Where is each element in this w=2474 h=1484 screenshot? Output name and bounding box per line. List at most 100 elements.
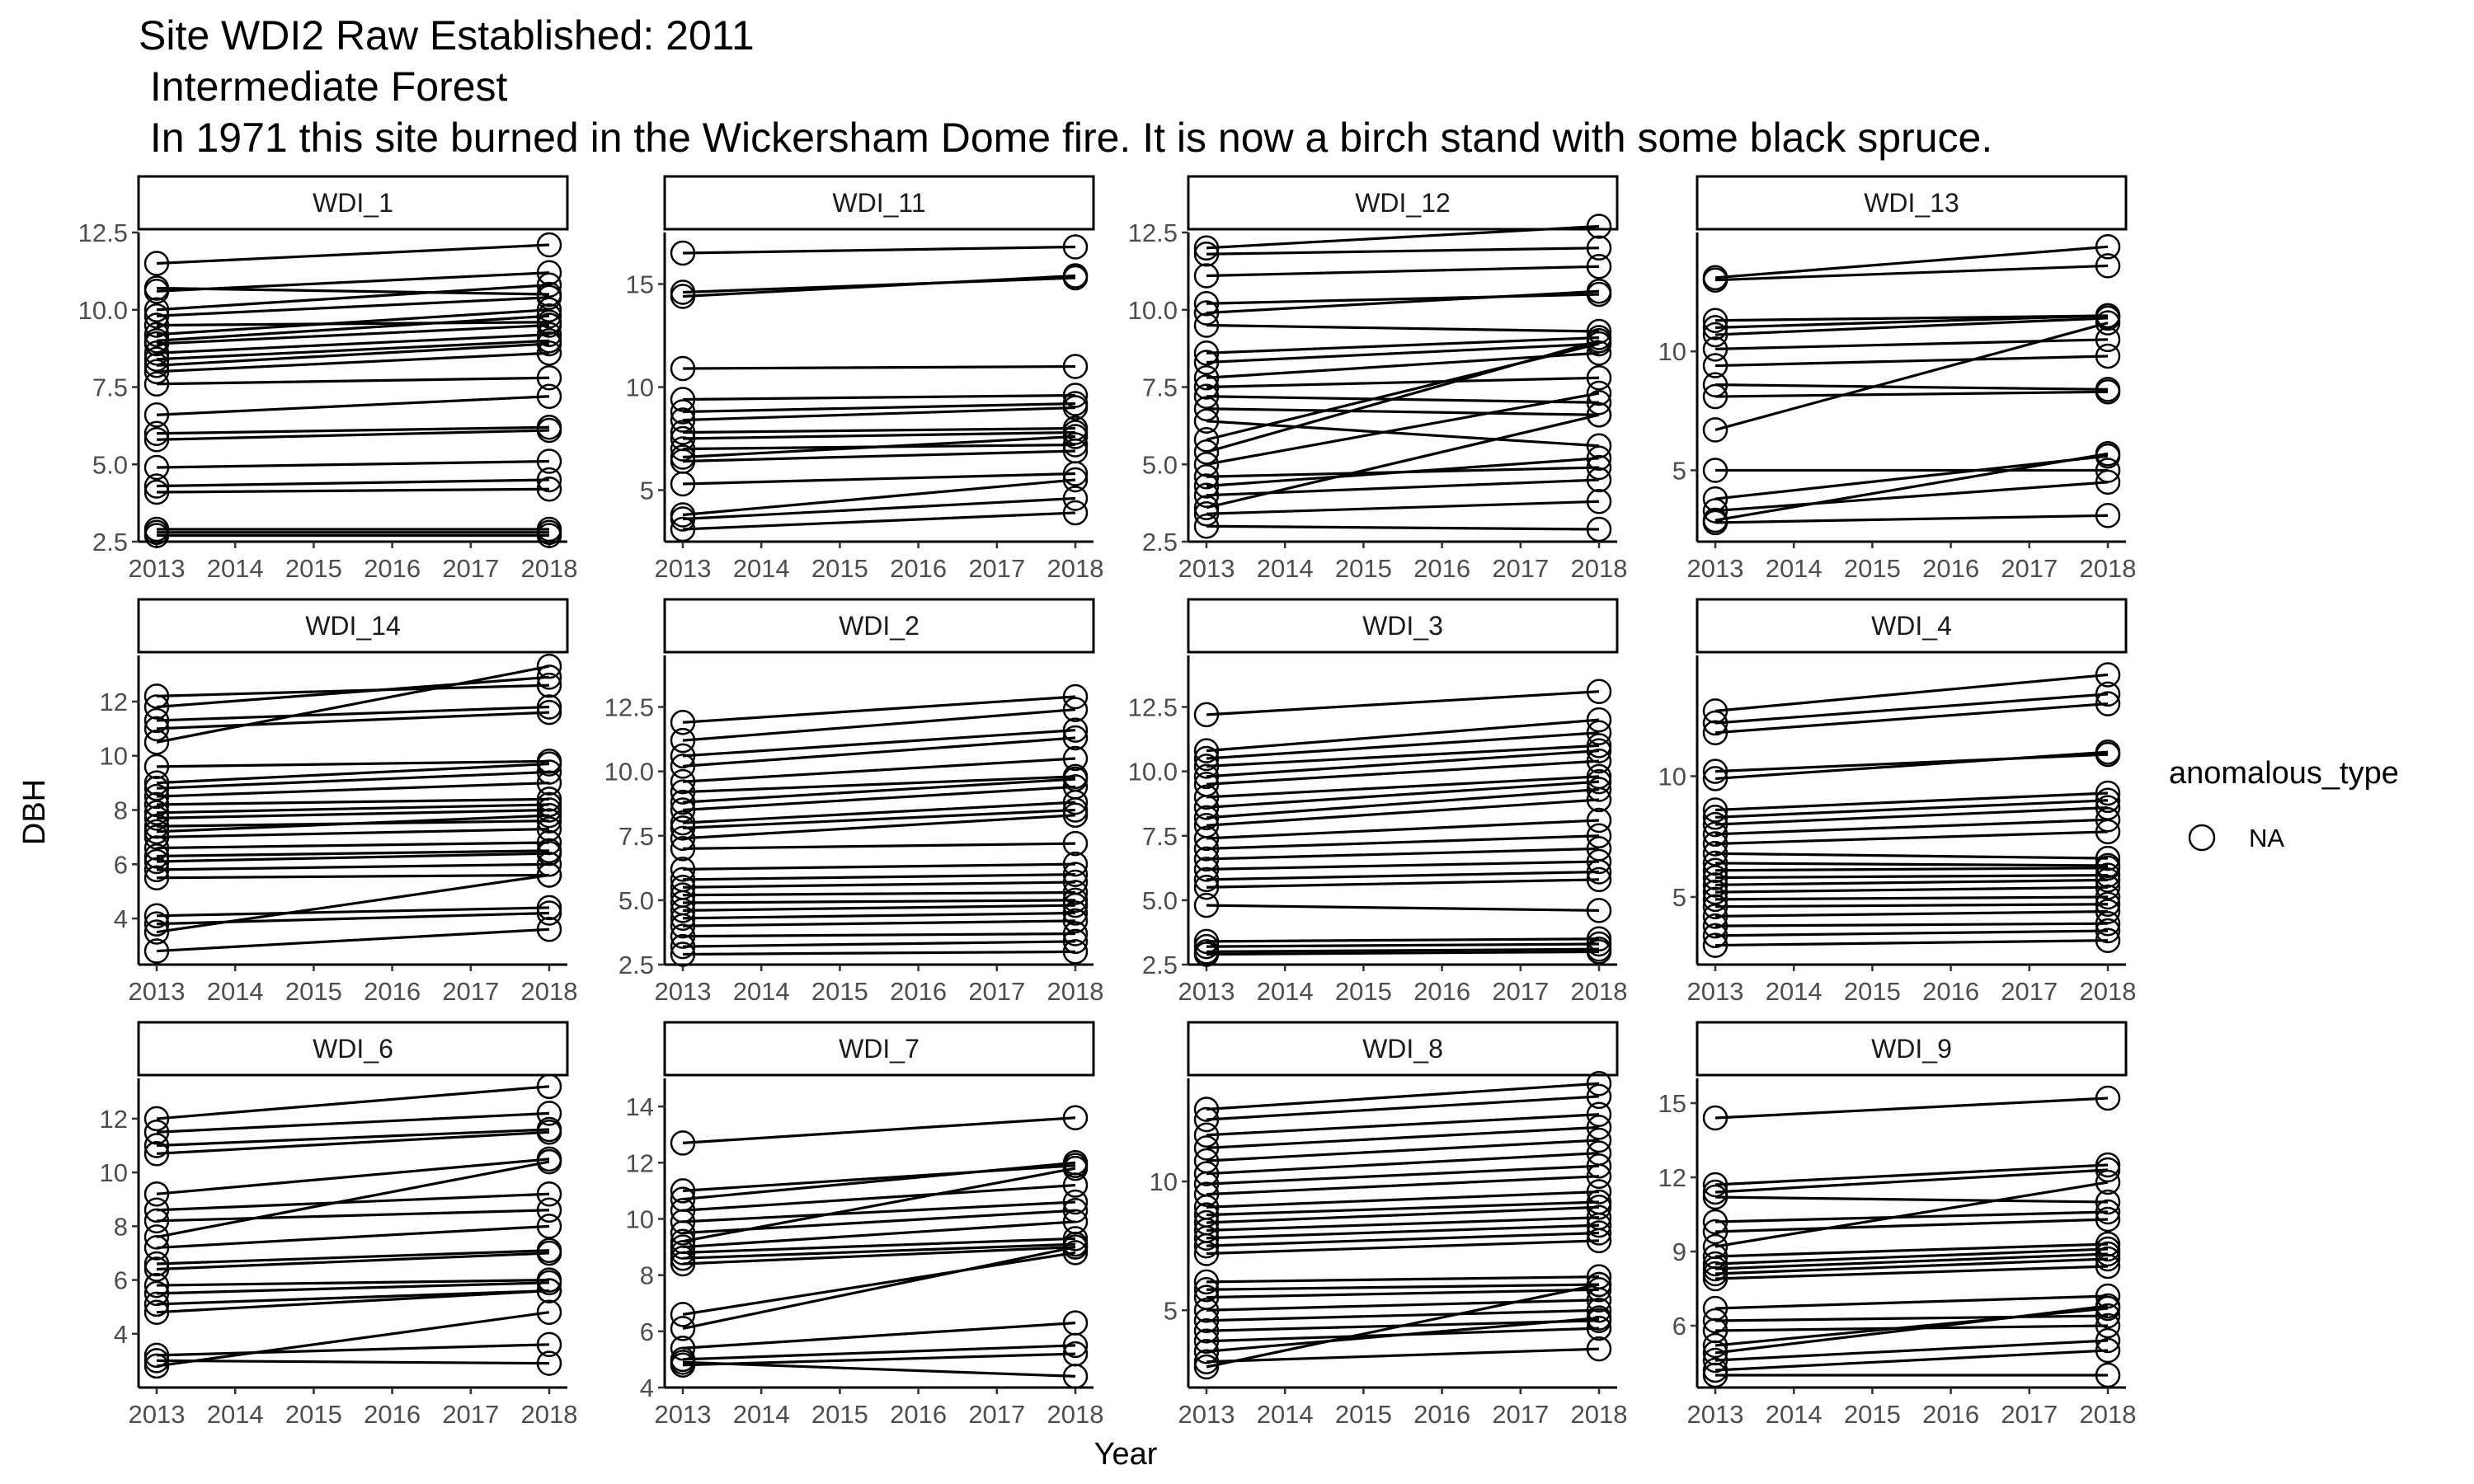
tree-point-2013 (670, 905, 696, 931)
tree-point-2018 (2095, 1293, 2121, 1319)
tree-point-2013 (1193, 875, 1220, 900)
tree-series-line (1714, 903, 2109, 909)
x-tick-label: 2016 (890, 1400, 947, 1429)
tree-point-2018 (2095, 806, 2121, 833)
tree-point-2013 (143, 783, 170, 810)
tree-point-2018 (536, 1240, 562, 1266)
tree-series-line (682, 1116, 1076, 1145)
tree-point-2018 (1586, 768, 1612, 795)
x-tick-label: 2017 (1492, 554, 1549, 583)
y-tick-label: 4 (114, 904, 128, 933)
tree-point-2018 (1062, 1155, 1089, 1181)
tree-series-line (156, 296, 550, 317)
tree-point-2013 (1702, 811, 1729, 838)
tree-point-2013 (1702, 865, 1729, 890)
tree-point-2018 (1062, 862, 1089, 887)
tree-series-line (156, 1085, 550, 1120)
tree-point-2013 (670, 743, 696, 769)
x-tick-label: 2018 (1047, 554, 1104, 583)
y-tick-label: 2.5 (92, 528, 128, 556)
strip-box (1187, 1021, 1619, 1077)
tree-point-2018 (536, 417, 562, 444)
tree-point-2018 (2095, 1283, 2121, 1309)
y-tick-label: 10 (100, 742, 128, 771)
tree-series-line (682, 472, 1076, 486)
tree-point-2013 (1193, 1277, 1220, 1303)
tree-series-line (156, 1130, 550, 1155)
tree-point-2013 (670, 1251, 696, 1277)
y-tick-label: 5.0 (92, 450, 128, 479)
tree-point-2013 (143, 770, 170, 796)
tree-point-2013 (143, 1197, 170, 1223)
tree-series-line (156, 759, 550, 768)
tree-point-2013 (670, 355, 696, 382)
tree-point-2013 (143, 1235, 170, 1261)
tree-series-line (682, 393, 1076, 402)
tree-series-line (156, 1289, 550, 1306)
tree-point-2018 (1062, 797, 1089, 823)
tree-series-line (156, 429, 550, 441)
facet-panel-wdi-1: WDI_1 2.5 5.0 7.5 10.0 12.5 2013 2014 2015 2016 20… (78, 175, 577, 583)
x-tick-label: 2013 (129, 1400, 186, 1429)
tree-series-line (682, 890, 1076, 897)
tree-series-line (1714, 1168, 2109, 1194)
tree-series-line (1714, 317, 2109, 336)
tree-point-2018 (2095, 795, 2121, 820)
tree-point-2018 (536, 383, 562, 409)
tree-point-2013 (1193, 1298, 1220, 1323)
y-tick-label: 7.5 (1142, 822, 1178, 851)
tree-series-line (682, 1321, 1076, 1350)
tree-point-2018 (2095, 918, 2121, 944)
tree-series-line (1714, 314, 2109, 329)
tree-series-line (1206, 1283, 1600, 1369)
tree-point-2013 (143, 835, 170, 861)
tree-series-line (1206, 860, 1600, 871)
tree-point-2013 (143, 251, 170, 276)
tree-point-2013 (1193, 365, 1220, 391)
x-tick-label: 2017 (442, 1400, 499, 1429)
tree-series-line (156, 1224, 550, 1250)
tree-series-line (1206, 904, 1600, 912)
y-tick-label: 10 (626, 373, 654, 402)
tree-point-2018 (2095, 310, 2121, 336)
tree-point-2018 (536, 665, 562, 690)
tree-point-2018 (2095, 1189, 2121, 1215)
tree-point-2013 (670, 506, 696, 532)
tree-series-line (682, 1352, 1076, 1367)
tree-point-2018 (1586, 1315, 1612, 1341)
tree-series-line (1206, 392, 1600, 466)
tree-point-2013 (143, 938, 170, 964)
x-tick-label: 2015 (1844, 1400, 1901, 1429)
tree-point-2013 (143, 707, 170, 734)
tree-series-line (156, 808, 550, 819)
x-tick-label: 2015 (285, 977, 342, 1006)
tree-series-line (156, 1343, 550, 1357)
tree-point-2013 (1702, 821, 1729, 848)
tree-series-line (682, 736, 1076, 768)
tree-point-2018 (1062, 745, 1089, 772)
tree-series-line (1714, 805, 2109, 826)
tree-series-line (156, 1249, 550, 1266)
tree-point-2018 (1586, 328, 1612, 354)
tree-point-2013 (1702, 758, 1729, 784)
strip-box (1696, 598, 2128, 654)
tree-series-line (1714, 481, 2109, 513)
tree-point-2013 (143, 353, 170, 378)
x-tick-label: 2018 (1571, 977, 1628, 1006)
tree-series-line (682, 1242, 1076, 1260)
tree-point-2013 (143, 1342, 170, 1369)
tree-point-2018 (536, 232, 562, 258)
tree-point-2018 (1586, 1220, 1612, 1246)
tree-series-line (682, 406, 1076, 422)
tree-series-line (682, 511, 1076, 531)
legend-entry-na: NA (2249, 824, 2284, 852)
tree-point-2013 (1702, 857, 1729, 883)
tree-series-line (156, 376, 550, 386)
y-tick-label: 10.0 (1128, 758, 1178, 787)
tree-point-2013 (1702, 267, 1729, 293)
x-tick-label: 2014 (1257, 1400, 1314, 1429)
tree-point-2013 (143, 1348, 170, 1374)
tree-point-2013 (1193, 242, 1220, 267)
tree-point-2018 (1586, 402, 1612, 428)
tree-point-2018 (1586, 720, 1612, 745)
